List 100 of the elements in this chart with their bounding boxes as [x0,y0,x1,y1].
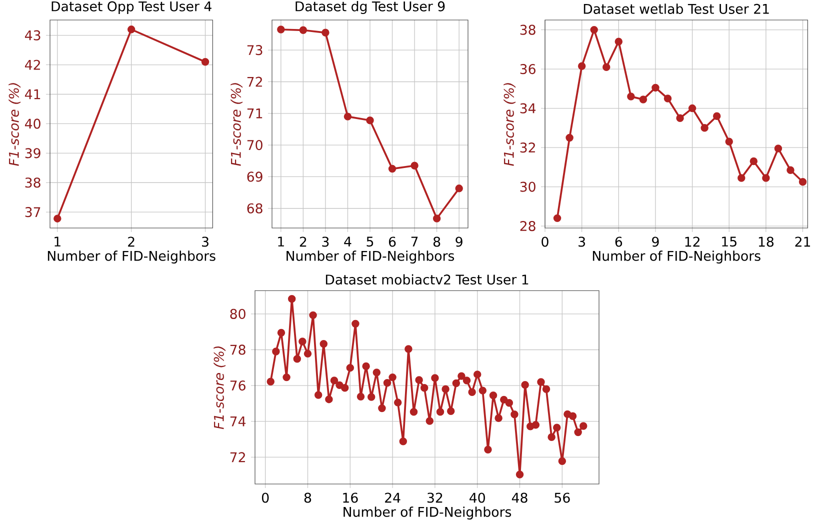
y-tick-label: 43 [24,30,40,40]
point [330,376,338,384]
y-tick-label: 38 [25,178,40,188]
point [346,364,354,372]
x-tick-label: 9 [456,236,462,247]
point [712,112,721,120]
point [473,370,482,378]
x-tick-label: 16 [343,492,358,503]
point [505,399,514,407]
point [489,392,498,400]
point [314,391,322,399]
point [458,372,466,380]
chart-title: Dataset mobiactv2 Test User 1 [326,274,528,285]
point [542,385,550,393]
x-tick-label: 3 [202,236,208,247]
point [410,408,418,416]
x-tick-label: 2 [128,236,134,247]
point [336,381,344,390]
point [344,112,352,120]
point [372,368,381,376]
point [558,457,566,465]
point [388,373,396,382]
point [578,62,586,70]
point [798,178,807,186]
point [432,214,441,222]
point [786,166,794,174]
x-tick-label: 32 [428,492,442,503]
point [399,438,408,446]
point [309,311,317,320]
point [378,404,386,412]
y-tick-label: 70 [247,140,262,150]
chart-title: Dataset dg Test User 9 [296,1,445,14]
y-tick-label: 36 [520,64,536,74]
point [676,114,684,122]
y-tick-label: 34 [520,103,536,114]
y-tick-label: 80 [230,308,246,319]
y-tick-label: 76 [230,380,246,391]
x-tick-label: 56 [554,492,570,503]
x-tick-label: 3 [578,236,586,247]
point [574,428,582,436]
x-tick-label: 6 [388,236,396,247]
point [436,408,444,416]
point [266,378,275,386]
point [356,392,365,401]
point [442,385,450,393]
point [127,26,136,34]
point [452,379,460,388]
point [516,470,524,478]
point [54,214,62,222]
point [568,412,577,420]
point [614,38,623,46]
y-axis-title: F1-score (%) [8,83,21,166]
point [494,414,502,422]
point [738,174,746,182]
point [277,26,285,34]
point [415,376,423,384]
y-tick-label: 74 [230,416,246,426]
y-tick-label: 32 [520,142,535,153]
x-tick-label: 21 [795,236,810,247]
point [639,96,648,104]
y-tick-label: 42 [24,60,40,70]
x-tick-label: 1 [54,236,60,246]
point [304,350,312,358]
point [484,446,492,454]
x-axis-title: Number of FID-Neighbors [48,250,216,264]
y-axis-title: F1-score (%) [230,83,243,166]
point [537,378,545,386]
chart-title: Dataset Opp Test User 4 [52,1,212,14]
x-tick-label: 48 [512,492,528,503]
x-tick-label: 12 [685,236,700,247]
y-tick-label: 72 [247,76,262,87]
point [404,345,412,353]
x-tick-label: 15 [722,236,736,247]
x-tick-label: 4 [344,236,352,246]
point [455,184,463,192]
point [700,124,708,132]
point [468,388,476,396]
x-tick-label: 0 [542,236,548,247]
y-tick-label: 38 [520,24,536,35]
point [299,26,308,34]
x-tick-label: 9 [652,236,659,247]
point [272,348,280,356]
y-tick-label: 37 [25,207,40,218]
point [367,393,376,401]
y-axis-title: F1-score (%) [214,346,226,430]
point [388,164,396,173]
y-tick-label: 78 [230,344,246,355]
point [627,92,635,100]
y-tick-label: 30 [520,182,536,192]
point [277,328,286,337]
point [431,374,439,382]
x-tick-label: 40 [470,492,485,503]
x-tick-label: 6 [615,236,622,247]
point [366,116,374,124]
point [510,410,518,418]
y-tick-label: 28 [520,220,536,232]
y-tick-label: 40 [24,118,40,129]
point [532,421,540,429]
x-tick-label: 24 [385,492,400,503]
y-axis-title: F1-score (%) [504,83,516,166]
